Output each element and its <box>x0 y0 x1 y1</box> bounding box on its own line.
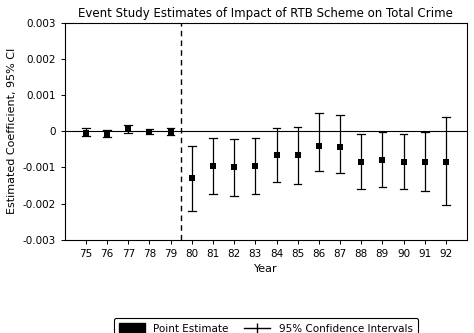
Point <box>188 175 196 181</box>
Point <box>294 152 301 157</box>
Point <box>315 143 323 148</box>
Point <box>273 152 280 157</box>
Point <box>400 159 407 165</box>
Point <box>103 131 111 137</box>
Legend: Point Estimate, 95% Confidence Intervals: Point Estimate, 95% Confidence Intervals <box>114 318 418 333</box>
Y-axis label: Estimated Coefficient, 95% CI: Estimated Coefficient, 95% CI <box>7 48 17 214</box>
Title: Event Study Estimates of Impact of RTB Scheme on Total Crime: Event Study Estimates of Impact of RTB S… <box>79 7 453 20</box>
Point <box>125 127 132 132</box>
Point <box>146 130 153 135</box>
Point <box>252 163 259 168</box>
Point <box>379 158 386 163</box>
Point <box>442 159 450 165</box>
X-axis label: Year: Year <box>254 264 278 274</box>
Point <box>421 159 428 165</box>
Point <box>357 159 365 165</box>
Point <box>82 130 90 136</box>
Point <box>167 129 174 135</box>
Point <box>336 145 344 150</box>
Point <box>230 165 238 170</box>
Point <box>209 163 217 168</box>
